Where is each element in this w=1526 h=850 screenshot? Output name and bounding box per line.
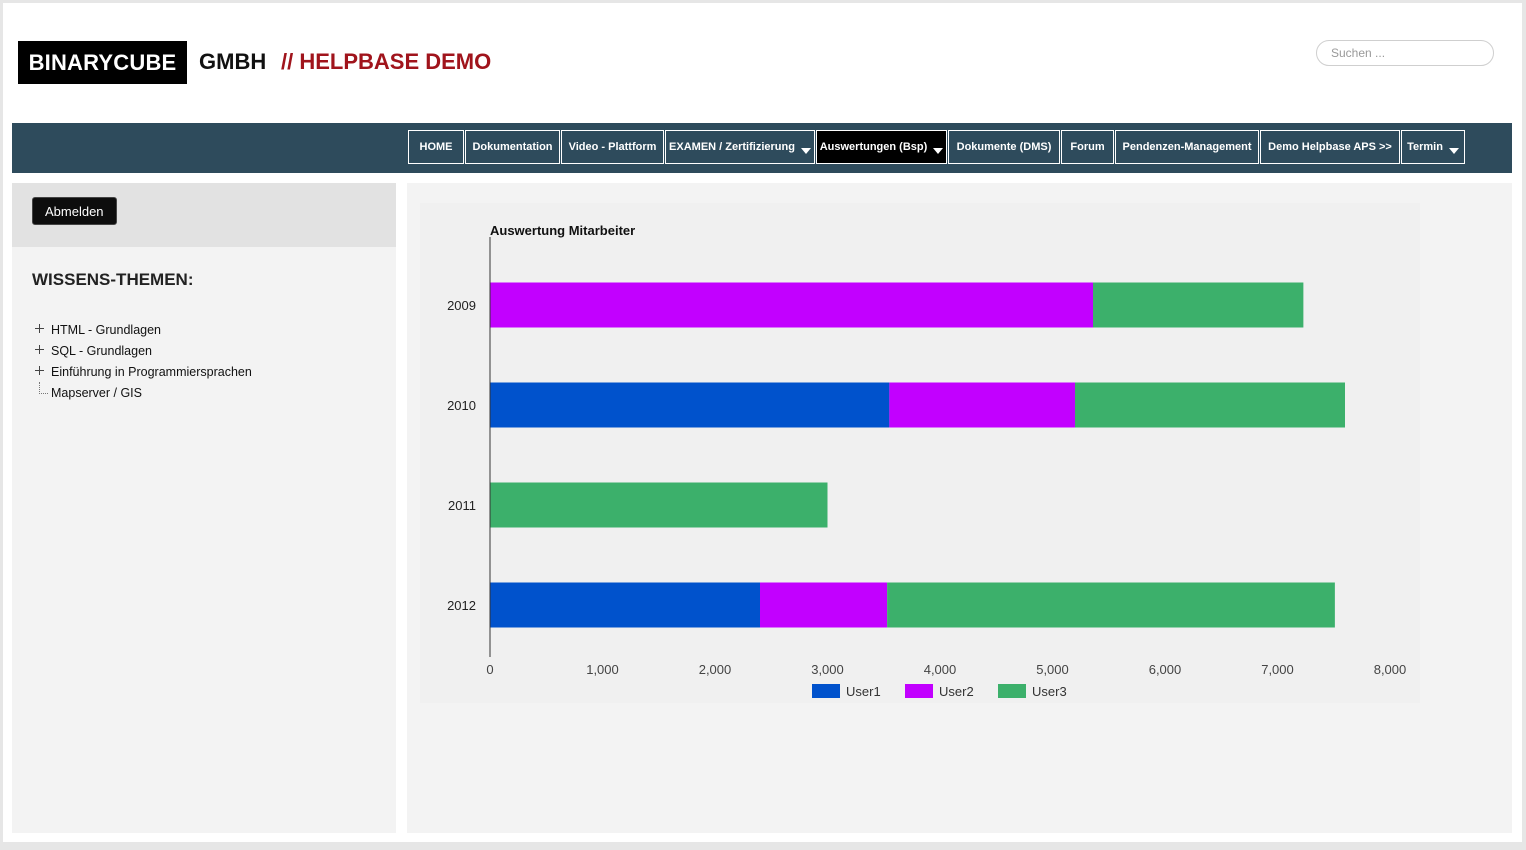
bar-user2-2012 — [760, 582, 888, 628]
brand-subtitle: // HELPBASE DEMO — [281, 49, 492, 74]
bar-user1-2010 — [490, 382, 890, 428]
bar-user1-2012 — [490, 582, 760, 628]
chart-container: Auswertung Mitarbeiter 2009 2010 2011 2012 0 1… — [420, 203, 1420, 703]
legend-label-user3: User3 — [1032, 684, 1067, 699]
nav-item-label: Dokumentation — [472, 141, 553, 153]
bar-user3-2010 — [1075, 382, 1345, 428]
y-tick-label: 2011 — [448, 498, 476, 513]
y-tick-label: 2010 — [447, 398, 476, 413]
x-tick-label: 3,000 — [811, 662, 844, 677]
caret-down-icon — [800, 148, 811, 154]
x-tick-label: 2,000 — [699, 662, 732, 677]
sidebar-top: Abmelden — [12, 183, 396, 247]
x-tick-label: 5,000 — [1036, 662, 1069, 677]
nav-item-video-plattform[interactable]: Video - Plattform — [561, 130, 664, 164]
main-panel: Auswertung Mitarbeiter 2009 2010 2011 2012 0 1… — [407, 183, 1512, 833]
legend-swatch-user2 — [905, 684, 933, 698]
chart-title: Auswertung Mitarbeiter — [490, 223, 635, 238]
bar-user3-2009 — [1093, 282, 1304, 328]
nav-item-demo-helpbase-aps[interactable]: Demo Helpbase APS >> — [1260, 130, 1400, 164]
nav-item-label: Termin — [1407, 141, 1443, 153]
nav-item-termin[interactable]: Termin — [1401, 130, 1465, 164]
x-tick-label: 8,000 — [1374, 662, 1407, 677]
expand-plus-icon[interactable] — [35, 366, 44, 375]
legend-label-user2: User2 — [939, 684, 974, 699]
tree-elbow-icon — [39, 382, 48, 394]
tree-item[interactable]: Mapserver / GIS — [34, 382, 252, 403]
nav-item-label: Video - Plattform — [568, 141, 657, 153]
nav-item-dokumentation[interactable]: Dokumentation — [465, 130, 560, 164]
nav-item-forum[interactable]: Forum — [1061, 130, 1114, 164]
nav-item-label: Forum — [1070, 141, 1105, 153]
tree-item-label[interactable]: SQL - Grundlagen — [51, 343, 152, 358]
x-tick-label: 4,000 — [924, 662, 957, 677]
x-tick-label: 6,000 — [1149, 662, 1182, 677]
nav-item-examen-zertifizierung[interactable]: EXAMEN / Zertifizierung — [665, 130, 815, 164]
tree-item[interactable]: HTML - Grundlagen — [34, 319, 252, 340]
nav-item-pendenzen-management[interactable]: Pendenzen-Management — [1115, 130, 1259, 164]
nav-item-home[interactable]: HOME — [408, 130, 464, 164]
tree-item-label[interactable]: Mapserver / GIS — [51, 385, 142, 400]
topics-title: WISSENS-THEMEN: — [32, 270, 194, 289]
nav-item-label: Demo Helpbase APS >> — [1268, 141, 1392, 153]
y-tick-label: 2009 — [447, 298, 476, 313]
tree-item-label[interactable]: HTML - Grundlagen — [51, 322, 161, 337]
caret-down-icon — [1448, 148, 1459, 154]
bar-user3-2012 — [887, 582, 1335, 628]
expand-plus-icon[interactable] — [35, 345, 44, 354]
logout-button[interactable]: Abmelden — [32, 197, 117, 225]
nav-menu: HOME Dokumentation Video - Plattform EXAMEN… — [408, 130, 1466, 164]
tree-item[interactable]: Einführung in Programmiersprachen — [34, 361, 252, 382]
tree-item-label[interactable]: Einführung in Programmiersprachen — [51, 364, 252, 379]
nav-item-dokumente-dms[interactable]: Dokumente (DMS) — [948, 130, 1060, 164]
main-navbar: HOME Dokumentation Video - Plattform EXAMEN… — [12, 123, 1512, 173]
bar-user2-2009 — [490, 282, 1093, 328]
nav-item-label: HOME — [419, 141, 453, 153]
brand-logo[interactable]: BINARYCUBE — [18, 41, 187, 84]
caret-down-icon — [933, 148, 944, 154]
bar-user3-2011 — [490, 482, 828, 528]
nav-item-auswertungen-bsp[interactable]: Auswertungen (Bsp) — [816, 130, 947, 164]
x-tick-label: 0 — [486, 662, 493, 677]
y-tick-label: 2012 — [447, 598, 476, 613]
bar-user2-2010 — [889, 382, 1075, 428]
nav-item-label: Auswertungen (Bsp) — [819, 141, 928, 153]
nav-item-label: Pendenzen-Management — [1122, 141, 1252, 153]
legend-label-user1: User1 — [846, 684, 881, 699]
x-tick-label: 7,000 — [1261, 662, 1294, 677]
nav-item-label: EXAMEN / Zertifizierung — [669, 141, 795, 153]
sidebar: Abmelden WISSENS-THEMEN: HTML - Grundlag… — [12, 183, 396, 833]
topics-tree: HTML - Grundlagen SQL - Grundlagen Einführ… — [34, 319, 252, 403]
search-input[interactable] — [1316, 40, 1494, 66]
legend-swatch-user3 — [998, 684, 1026, 698]
employee-chart: Auswertung Mitarbeiter 2009 2010 2011 2012 0 1… — [447, 223, 1407, 699]
nav-item-label: Dokumente (DMS) — [956, 141, 1052, 153]
expand-plus-icon[interactable] — [35, 324, 44, 333]
brand-gmbh: GMBH — [199, 49, 267, 74]
x-tick-label: 1,000 — [586, 662, 619, 677]
legend-swatch-user1 — [812, 684, 840, 698]
tree-item[interactable]: SQL - Grundlagen — [34, 340, 252, 361]
